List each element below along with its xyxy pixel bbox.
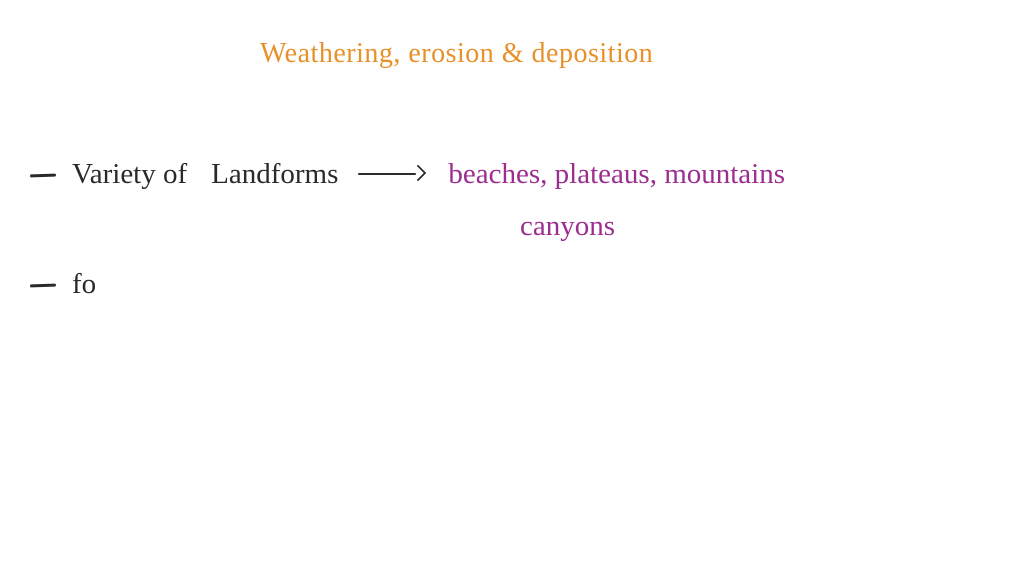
bullet-2: fo	[30, 268, 96, 301]
bullet-2-prefix: fo	[72, 268, 96, 301]
bullet-1-main: Landforms	[211, 158, 338, 191]
page-title: Weathering, erosion & deposition	[260, 38, 653, 70]
bullet-1-examples-line1: beaches, plateaus, mountains	[448, 158, 785, 191]
arrow-icon	[358, 165, 428, 185]
bullet-1-prefix: Variety of	[72, 158, 187, 191]
bullet-1: Variety of Landforms beaches, plateaus, …	[30, 158, 785, 191]
bullet-dash-icon	[30, 278, 58, 292]
bullet-1-examples-line2: canyons	[520, 210, 615, 243]
bullet-dash-icon	[30, 168, 58, 182]
